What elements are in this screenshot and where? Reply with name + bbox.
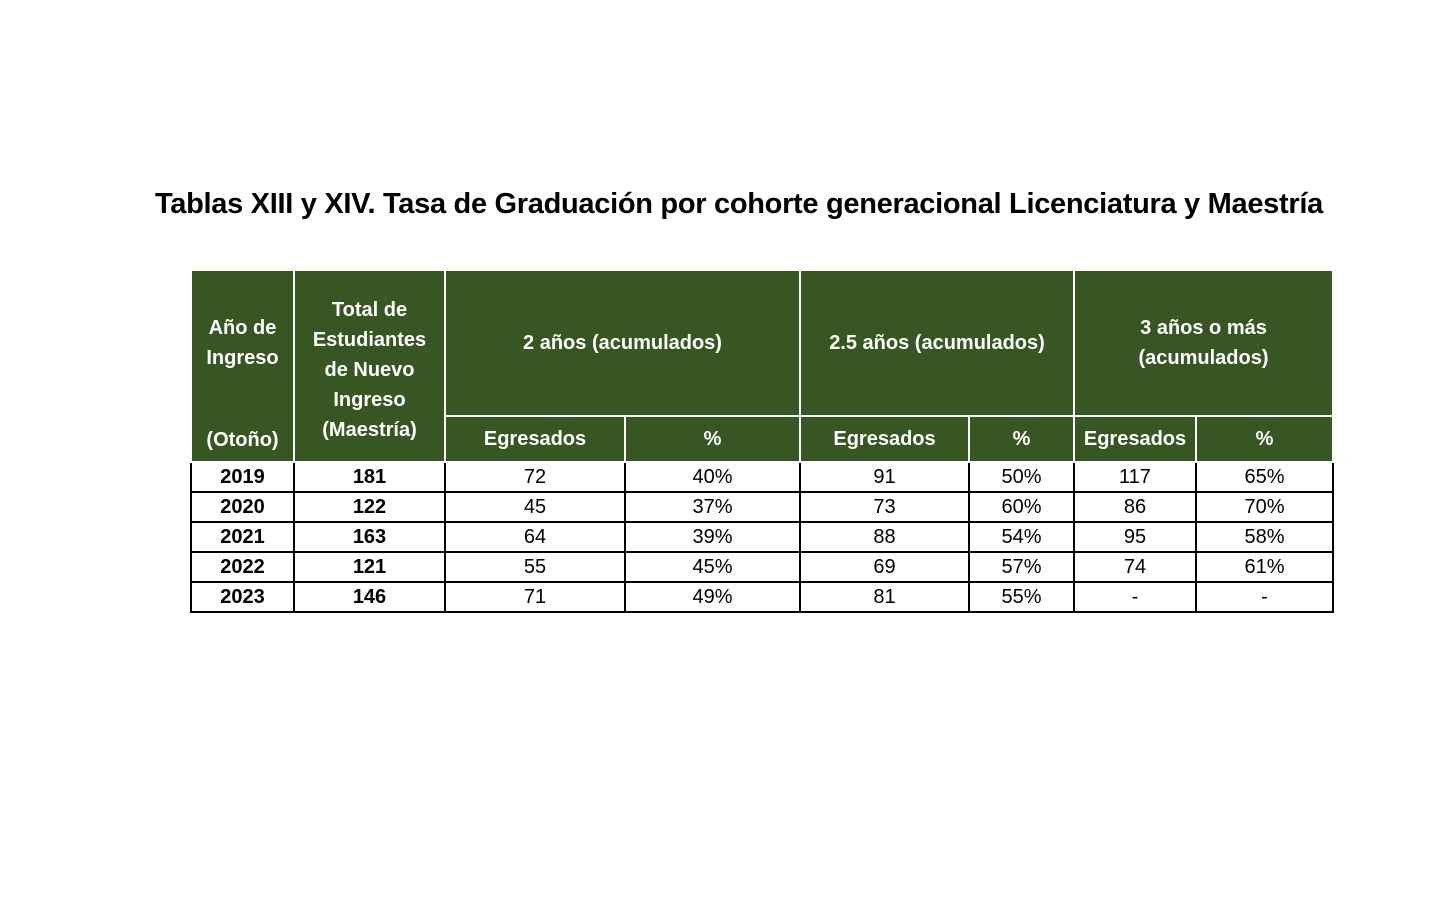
header-text: (Otoño) xyxy=(206,429,279,451)
cell-egresados-2: 72 xyxy=(444,461,626,493)
table-row: 2023 146 71 49% 81 55% - - xyxy=(190,581,1334,613)
cell-egresados-2-5: 91 xyxy=(799,461,970,493)
header-year: Año de Ingreso (Otoño) xyxy=(190,269,295,463)
cell-pct-3: 70% xyxy=(1195,491,1334,523)
header-text: Estudiantes xyxy=(312,329,427,351)
header-text: Total de xyxy=(331,299,408,321)
header-text: (Maestría) xyxy=(322,419,417,441)
subheader-egresados: Egresados xyxy=(799,415,970,463)
page-title: Tablas XIII y XIV. Tasa de Graduación po… xyxy=(155,188,1323,220)
header-text: de Nuevo xyxy=(324,359,415,381)
cell-egresados-3: - xyxy=(1073,581,1197,613)
cell-year: 2020 xyxy=(190,491,295,523)
cell-egresados-2-5: 81 xyxy=(799,581,970,613)
cell-year: 2021 xyxy=(190,521,295,553)
cell-pct-2-5: 55% xyxy=(968,581,1075,613)
cell-egresados-2-5: 88 xyxy=(799,521,970,553)
cell-year: 2022 xyxy=(190,551,295,583)
cell-egresados-3: 117 xyxy=(1073,461,1197,493)
cell-total: 146 xyxy=(293,581,446,613)
table-row: 2019 181 72 40% 91 50% 117 65% xyxy=(190,461,1334,493)
cell-pct-2: 49% xyxy=(624,581,801,613)
cell-pct-2: 37% xyxy=(624,491,801,523)
cell-egresados-2-5: 69 xyxy=(799,551,970,583)
cell-total: 122 xyxy=(293,491,446,523)
cell-pct-2: 39% xyxy=(624,521,801,553)
header-text: Ingreso xyxy=(206,347,279,369)
table-row: 2022 121 55 45% 69 57% 74 61% xyxy=(190,551,1334,583)
subheader-pct: % xyxy=(1195,415,1334,463)
cell-pct-2-5: 50% xyxy=(968,461,1075,493)
header-text: Año de xyxy=(208,317,277,339)
header-text: (acumulados) xyxy=(1138,347,1269,369)
header-3-years: 3 años o más (acumulados) xyxy=(1073,269,1334,417)
cell-egresados-2: 64 xyxy=(444,521,626,553)
cell-pct-3: - xyxy=(1195,581,1334,613)
cell-year: 2023 xyxy=(190,581,295,613)
header-text: Ingreso xyxy=(333,389,406,411)
cell-egresados-3: 74 xyxy=(1073,551,1197,583)
cell-year: 2019 xyxy=(190,461,295,493)
subheader-egresados: Egresados xyxy=(444,415,626,463)
header-2-years: 2 años (acumulados) xyxy=(444,269,801,417)
graduation-rate-table: Año de Ingreso (Otoño) Total de Estudian… xyxy=(190,269,1334,613)
cell-total: 163 xyxy=(293,521,446,553)
subheader-pct: % xyxy=(624,415,801,463)
table-row: 2021 163 64 39% 88 54% 95 58% xyxy=(190,521,1334,553)
cell-pct-3: 61% xyxy=(1195,551,1334,583)
cell-egresados-3: 86 xyxy=(1073,491,1197,523)
cell-total: 181 xyxy=(293,461,446,493)
header-total: Total de Estudiantes de Nuevo Ingreso (M… xyxy=(293,269,446,463)
cell-pct-2-5: 54% xyxy=(968,521,1075,553)
cell-pct-3: 65% xyxy=(1195,461,1334,493)
cell-total: 121 xyxy=(293,551,446,583)
cell-egresados-2: 71 xyxy=(444,581,626,613)
table-row: 2020 122 45 37% 73 60% 86 70% xyxy=(190,491,1334,523)
cell-pct-2: 40% xyxy=(624,461,801,493)
cell-egresados-2-5: 73 xyxy=(799,491,970,523)
cell-egresados-2: 45 xyxy=(444,491,626,523)
cell-egresados-3: 95 xyxy=(1073,521,1197,553)
subheader-pct: % xyxy=(968,415,1075,463)
header-2-5-years: 2.5 años (acumulados) xyxy=(799,269,1075,417)
subheader-egresados: Egresados xyxy=(1073,415,1197,463)
cell-pct-2: 45% xyxy=(624,551,801,583)
cell-pct-2-5: 57% xyxy=(968,551,1075,583)
header-text: 3 años o más xyxy=(1140,317,1267,339)
cell-pct-3: 58% xyxy=(1195,521,1334,553)
cell-pct-2-5: 60% xyxy=(968,491,1075,523)
cell-egresados-2: 55 xyxy=(444,551,626,583)
